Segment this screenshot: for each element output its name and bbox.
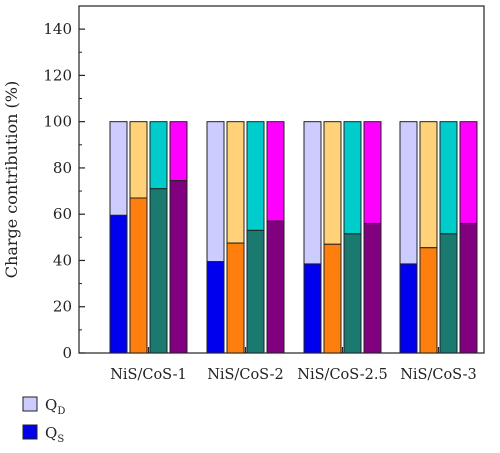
bar-qs — [266, 220, 285, 354]
bar-qs — [169, 180, 188, 354]
bar-qd — [206, 121, 225, 263]
bar-qd — [323, 121, 342, 245]
category-label: NiS/CoS-2.5 — [297, 367, 387, 383]
bar-qs — [363, 222, 382, 354]
bar-qs — [439, 233, 458, 354]
bar-qs — [226, 242, 245, 354]
y-tick-label: 120 — [43, 66, 72, 84]
category-label: NiS/CoS-3 — [400, 367, 477, 383]
bar-qd — [419, 121, 438, 249]
bar-qs — [206, 261, 225, 354]
legend-label-qs: QS — [45, 424, 64, 445]
bar-qd — [459, 121, 478, 224]
bar-qd — [169, 121, 188, 182]
bar-qd — [226, 121, 245, 244]
y-tick-label: 40 — [53, 251, 72, 269]
bar-qs — [399, 263, 418, 354]
bar-qs — [343, 233, 362, 354]
legend-subscript-qd: D — [57, 406, 65, 417]
y-tick-label: 60 — [53, 205, 72, 223]
bar-qd — [246, 121, 265, 231]
bar-qs — [129, 197, 148, 354]
bar-qd — [363, 121, 382, 224]
bar-qs — [303, 263, 322, 354]
bar-qd — [109, 121, 128, 216]
y-tick-label: 0 — [62, 344, 72, 362]
bar-qd — [343, 121, 362, 235]
legend-label-qd: QD — [45, 396, 65, 417]
y-axis-title: Charge contribution (%) — [2, 81, 21, 278]
labels: 0 20 40 60 80 100 120 140 Charge contribution (%… — [2, 20, 477, 383]
bar-qs — [149, 188, 168, 354]
bar-qd — [129, 121, 148, 199]
bars — [109, 121, 478, 354]
bar-qs — [323, 243, 342, 354]
bar-qs — [246, 229, 265, 354]
bar-qd — [399, 121, 418, 265]
category-label: NiS/CoS-1 — [110, 367, 187, 383]
y-tick-label: 20 — [53, 298, 72, 316]
legend: QD QS — [22, 396, 65, 445]
y-tick-label: 80 — [53, 159, 72, 177]
y-tick-label: 140 — [43, 20, 72, 38]
bar-qd — [439, 121, 458, 235]
bar-qd — [303, 121, 322, 265]
category-label: NiS/CoS-2 — [207, 367, 284, 383]
bar-qs — [109, 214, 128, 354]
legend-swatch-qs — [22, 424, 38, 440]
bar-qd — [149, 121, 168, 190]
legend-swatch-qd — [22, 396, 38, 412]
y-tick-label: 100 — [43, 113, 72, 131]
bar-qs — [459, 222, 478, 354]
bar-qd — [266, 121, 285, 222]
bar-qs — [419, 247, 438, 354]
legend-subscript-qs: S — [57, 434, 64, 445]
